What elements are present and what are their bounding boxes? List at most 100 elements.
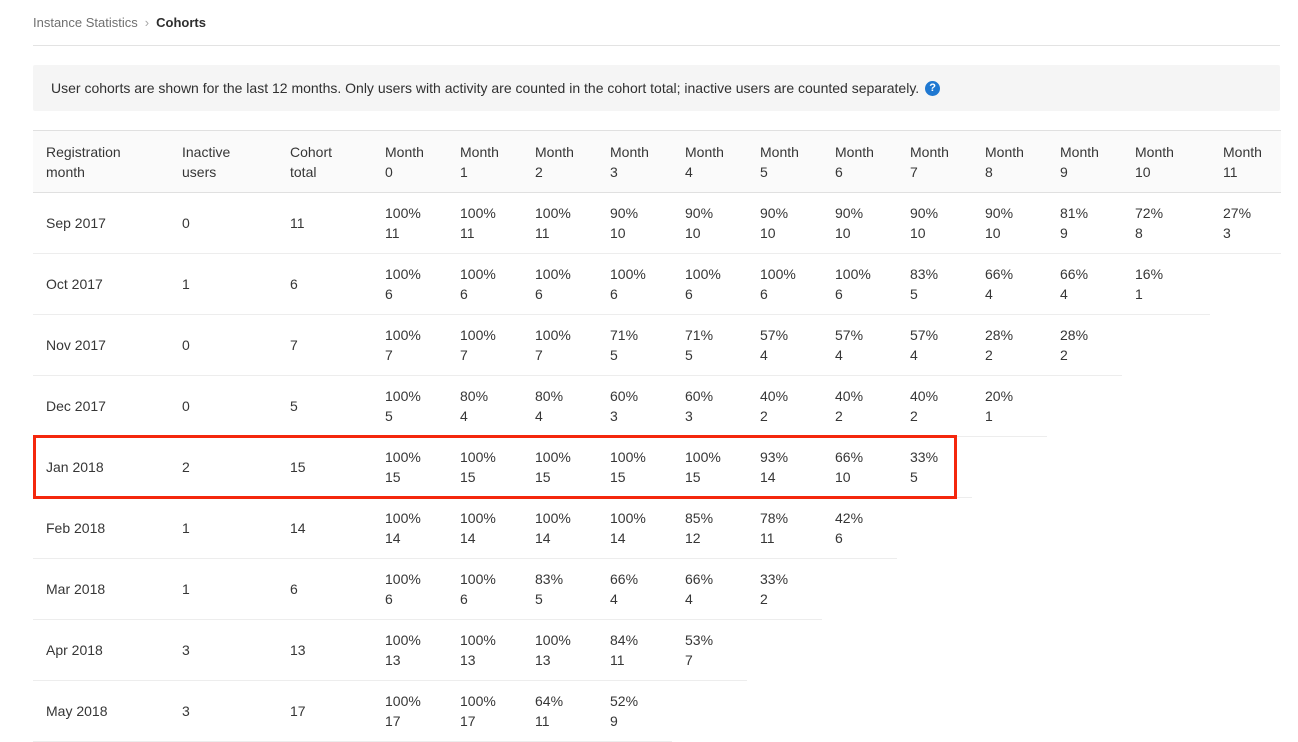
percent-value: 60% — [685, 388, 714, 404]
empty-month-cell — [1122, 315, 1210, 376]
count-value: 10 — [835, 225, 851, 241]
count-value: 6 — [460, 286, 468, 302]
empty-month-cell — [897, 620, 972, 681]
count-value: 11 — [535, 713, 550, 729]
percent-value: 28% — [1060, 327, 1089, 343]
registration-month-cell: Dec 2017 — [33, 375, 169, 437]
percent-value: 100% — [460, 449, 496, 465]
empty-month-cell — [672, 681, 747, 742]
header-divider — [33, 45, 1280, 46]
count-value: 17 — [385, 713, 401, 729]
count-value: 6 — [835, 530, 843, 546]
column-header: Cohort total — [277, 130, 372, 193]
month-cell: 60% 3 — [597, 375, 672, 437]
count-value: 10 — [835, 469, 851, 485]
empty-month-cell — [972, 498, 1047, 559]
count-value: 13 — [385, 652, 401, 668]
count-value: 13 — [535, 652, 551, 668]
percent-value: 66% — [610, 571, 639, 587]
column-header: Month 9 — [1047, 130, 1122, 193]
inactive-users-cell: 3 — [169, 619, 277, 681]
count-value: 11 — [385, 225, 400, 241]
empty-month-cell — [972, 437, 1047, 498]
empty-month-cell — [1210, 559, 1281, 620]
percent-value: 100% — [385, 449, 421, 465]
month-cell: 100% 6 — [372, 558, 447, 620]
count-value: 15 — [610, 469, 626, 485]
percent-value: 100% — [385, 693, 421, 709]
month-cell: 57% 4 — [822, 314, 897, 376]
month-cell: 100% 13 — [447, 619, 522, 681]
month-cell: 90% 10 — [822, 192, 897, 254]
percent-value: 100% — [460, 266, 496, 282]
count-value: 4 — [535, 408, 543, 424]
inactive-users-cell: 1 — [169, 558, 277, 620]
month-cell: 90% 10 — [597, 192, 672, 254]
empty-month-cell — [822, 620, 897, 681]
percent-value: 40% — [760, 388, 789, 404]
percent-value: 100% — [835, 266, 871, 282]
percent-value: 100% — [460, 327, 496, 343]
count-value: 10 — [910, 225, 926, 241]
breadcrumb-link-instance-statistics[interactable]: Instance Statistics — [33, 15, 138, 30]
count-value: 7 — [535, 347, 543, 363]
percent-value: 78% — [760, 510, 789, 526]
percent-value: 57% — [835, 327, 864, 343]
count-value: 5 — [610, 347, 618, 363]
month-cell: 100% 15 — [522, 436, 597, 498]
count-value: 4 — [760, 347, 768, 363]
percent-value: 100% — [460, 632, 496, 648]
percent-value: 100% — [760, 266, 796, 282]
count-value: 1 — [1135, 286, 1143, 302]
table-row: Nov 2017 0 7 100% 7 100% 7 100% 7 71% 5 71% 5 57% 4 57%… — [33, 314, 1281, 376]
column-header: Month 8 — [972, 130, 1047, 193]
percent-value: 42% — [835, 510, 864, 526]
help-icon[interactable]: ? — [925, 80, 941, 96]
percent-value: 16% — [1135, 266, 1164, 282]
column-header: Month 7 — [897, 130, 972, 193]
percent-value: 100% — [685, 266, 721, 282]
percent-value: 90% — [685, 205, 714, 221]
percent-value: 100% — [460, 510, 496, 526]
count-value: 10 — [685, 225, 701, 241]
count-value: 1 — [985, 408, 993, 424]
month-cell: 100% 7 — [447, 314, 522, 376]
count-value: 2 — [835, 408, 843, 424]
percent-value: 80% — [535, 388, 564, 404]
count-value: 4 — [985, 286, 993, 302]
percent-value: 100% — [610, 449, 646, 465]
registration-month-cell: Feb 2018 — [33, 497, 169, 559]
percent-value: 27% — [1223, 205, 1252, 221]
percent-value: 100% — [460, 205, 496, 221]
breadcrumb-separator-icon: › — [144, 15, 150, 30]
percent-value: 53% — [685, 632, 714, 648]
registration-month-cell: Oct 2017 — [33, 253, 169, 315]
month-cell: 100% 15 — [672, 436, 747, 498]
month-cell: 100% 6 — [597, 253, 672, 315]
percent-value: 71% — [610, 327, 639, 343]
count-value: 4 — [685, 591, 693, 607]
empty-month-cell — [1047, 498, 1122, 559]
percent-value: 100% — [385, 205, 421, 221]
column-header: Month 11 — [1210, 130, 1281, 193]
month-cell: 57% 4 — [897, 314, 972, 376]
count-value: 6 — [835, 286, 843, 302]
cohort-total-cell: 7 — [277, 314, 372, 376]
month-cell: 27% 3 — [1210, 192, 1281, 254]
month-cell: 33% 2 — [747, 558, 822, 620]
month-cell: 80% 4 — [522, 375, 597, 437]
count-value: 7 — [385, 347, 393, 363]
info-banner: User cohorts are shown for the last 12 m… — [33, 65, 1280, 111]
empty-month-cell — [1210, 254, 1281, 315]
count-value: 9 — [1060, 225, 1068, 241]
month-cell: 83% 5 — [522, 558, 597, 620]
empty-month-cell — [747, 620, 822, 681]
count-value: 13 — [460, 652, 476, 668]
percent-value: 90% — [910, 205, 939, 221]
month-cell: 66% 4 — [972, 253, 1047, 315]
percent-value: 100% — [535, 327, 571, 343]
month-cell: 100% 11 — [372, 192, 447, 254]
empty-month-cell — [1122, 498, 1210, 559]
empty-month-cell — [822, 681, 897, 742]
month-cell: 33% 5 — [897, 436, 972, 498]
